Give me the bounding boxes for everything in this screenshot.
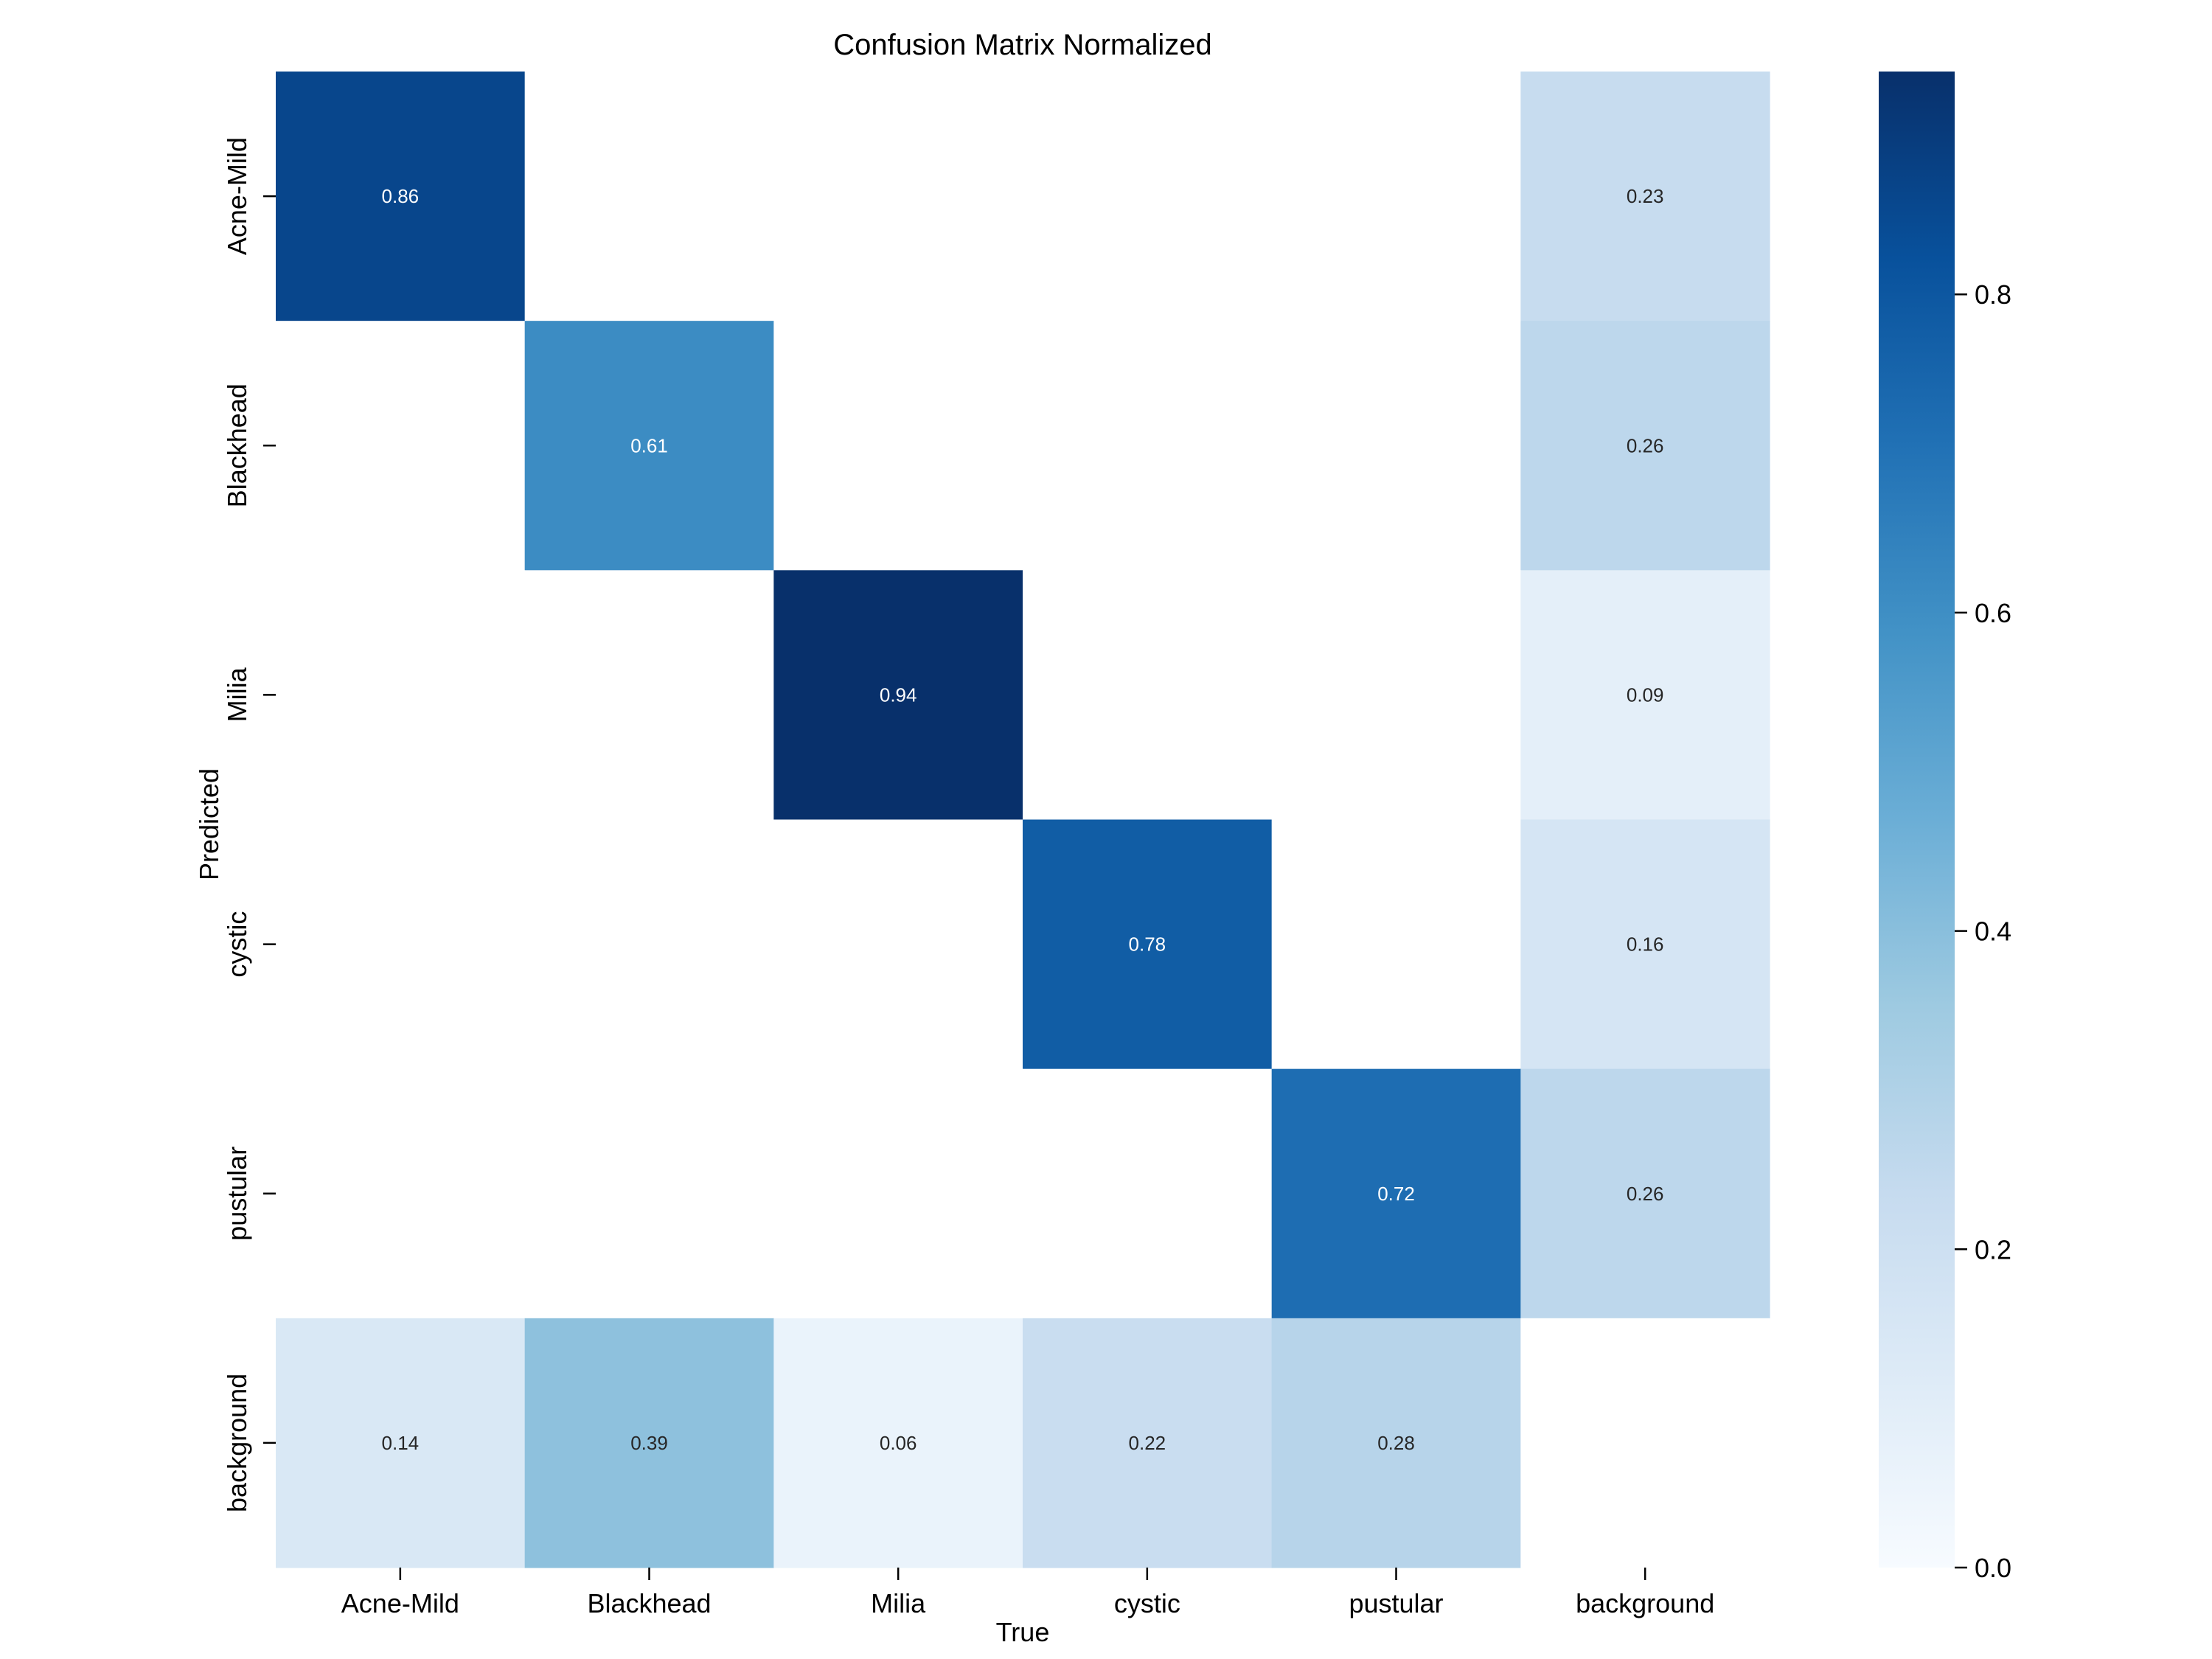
heatmap-cell bbox=[276, 1318, 526, 1568]
heatmap-cell bbox=[276, 570, 526, 821]
heatmap-cell bbox=[773, 1318, 1023, 1568]
cell-value-label: 0.16 bbox=[1627, 933, 1664, 956]
colorbar-gradient bbox=[1879, 72, 1955, 1568]
heatmap-cell bbox=[1271, 819, 1521, 1070]
cell-value-label: 0.26 bbox=[1627, 1183, 1664, 1205]
heatmap-cell bbox=[1023, 321, 1273, 571]
x-tick-label: Milia bbox=[871, 1588, 926, 1618]
heatmap-cells bbox=[276, 72, 1770, 1568]
heatmap-cell bbox=[1520, 321, 1770, 571]
heatmap-cell bbox=[1023, 570, 1273, 821]
x-tick-label: cystic bbox=[1114, 1588, 1180, 1618]
heatmap-cell bbox=[1271, 72, 1521, 321]
cell-value-label: 0.39 bbox=[630, 1432, 668, 1454]
heatmap-cell bbox=[1271, 321, 1521, 571]
colorbar-ticks: 0.0 0.2 0.4 0.6 0.8 bbox=[1955, 279, 2011, 1583]
x-axis-label: True bbox=[996, 1617, 1050, 1647]
heatmap-value-labels: 0.86 0.23 0.61 0.26 0.94 0.09 0.78 0.16 0.72 0.26… bbox=[382, 185, 1664, 1454]
x-tick-label: Blackhead bbox=[587, 1588, 711, 1618]
colorbar-tick-label: 0.4 bbox=[1975, 917, 2011, 947]
heatmap-cell bbox=[1271, 1068, 1521, 1319]
y-tick-label: pustular bbox=[222, 1147, 252, 1241]
x-tick-label: pustular bbox=[1349, 1588, 1443, 1618]
y-tick-label: background bbox=[222, 1374, 252, 1512]
cell-value-label: 0.61 bbox=[630, 434, 668, 456]
cell-value-label: 0.86 bbox=[382, 185, 420, 207]
y-tick-label: Acne-Mild bbox=[222, 137, 252, 255]
heatmap-cell bbox=[1520, 570, 1770, 821]
heatmap-cell bbox=[276, 72, 526, 321]
y-axis-ticks: Acne-Mild Blackhead Milia cystic pustular bac… bbox=[222, 137, 276, 1512]
heatmap-cell bbox=[1520, 1068, 1770, 1319]
cell-value-label: 0.28 bbox=[1377, 1432, 1415, 1454]
cell-value-label: 0.06 bbox=[880, 1432, 917, 1454]
heatmap-cell bbox=[1520, 819, 1770, 1070]
chart-title: Confusion Matrix Normalized bbox=[833, 29, 1212, 61]
colorbar-tick-label: 0.6 bbox=[1975, 598, 2011, 628]
heatmap-cell bbox=[276, 321, 526, 571]
heatmap-cell bbox=[276, 1068, 526, 1319]
heatmap-cell bbox=[773, 72, 1023, 321]
colorbar: 0.0 0.2 0.4 0.6 0.8 bbox=[1879, 72, 2011, 1583]
heatmap-cell bbox=[1023, 1318, 1273, 1568]
y-tick-label: cystic bbox=[222, 911, 252, 978]
heatmap-cell bbox=[1023, 72, 1273, 321]
heatmap-cell bbox=[1023, 819, 1273, 1070]
colorbar-tick-label: 0.8 bbox=[1975, 279, 2011, 310]
heatmap-cell bbox=[524, 72, 774, 321]
heatmap-cell bbox=[773, 570, 1023, 821]
heatmap-cell bbox=[524, 1068, 774, 1319]
heatmap-cell bbox=[773, 819, 1023, 1070]
heatmap-cell bbox=[1271, 1318, 1521, 1568]
heatmap-cell bbox=[1271, 570, 1521, 821]
cell-value-label: 0.23 bbox=[1627, 185, 1664, 207]
cell-value-label: 0.26 bbox=[1627, 434, 1664, 456]
heatmap-cell bbox=[524, 1318, 774, 1568]
heatmap-cell bbox=[773, 1068, 1023, 1319]
heatmap-cell bbox=[773, 321, 1023, 571]
heatmap-cell bbox=[1520, 72, 1770, 321]
heatmap-cell bbox=[1023, 1068, 1273, 1319]
colorbar-tick-label: 0.0 bbox=[1975, 1553, 2011, 1583]
cell-value-label: 0.22 bbox=[1129, 1432, 1166, 1454]
x-tick-label: background bbox=[1576, 1588, 1714, 1618]
y-tick-label: Milia bbox=[222, 667, 252, 722]
colorbar-tick-label: 0.2 bbox=[1975, 1234, 2011, 1265]
cell-value-label: 0.78 bbox=[1129, 933, 1166, 956]
y-tick-label: Blackhead bbox=[222, 383, 252, 507]
x-tick-label: Acne-Mild bbox=[341, 1588, 459, 1618]
x-axis-ticks: Acne-Mild Blackhead Milia cystic pustular bac… bbox=[341, 1568, 1714, 1618]
heatmap-cell bbox=[1520, 1318, 1770, 1568]
cell-value-label: 0.94 bbox=[880, 684, 917, 706]
heatmap-cell bbox=[524, 570, 774, 821]
heatmap-cell bbox=[276, 819, 526, 1070]
cell-value-label: 0.72 bbox=[1377, 1183, 1415, 1205]
cell-value-label: 0.14 bbox=[382, 1432, 420, 1454]
y-axis-label: Predicted bbox=[194, 768, 224, 880]
cell-value-label: 0.09 bbox=[1627, 684, 1664, 706]
heatmap-cell bbox=[524, 819, 774, 1070]
heatmap-cell bbox=[524, 321, 774, 571]
